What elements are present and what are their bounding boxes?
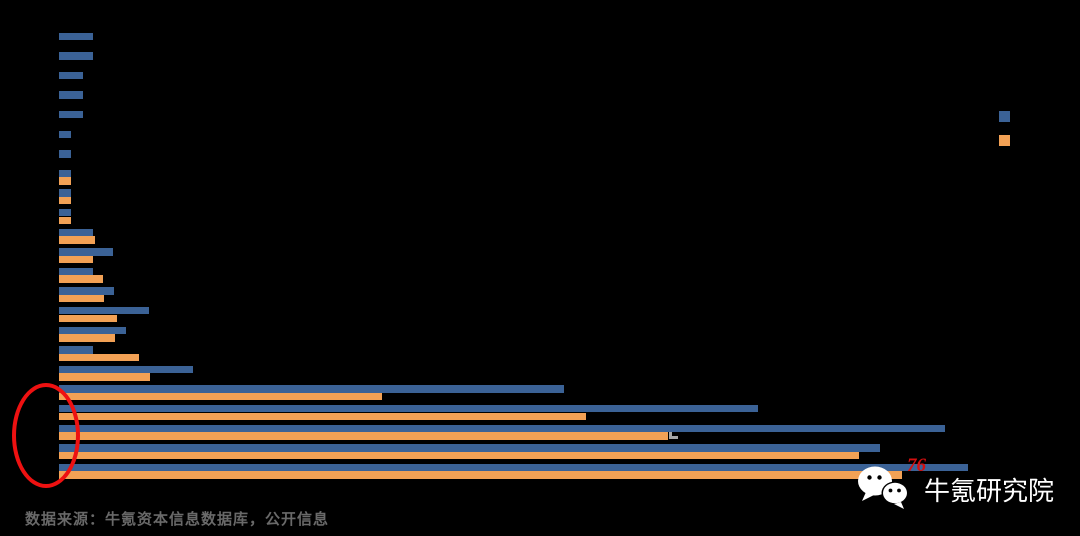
- bar-blue-row-18: [59, 365, 193, 374]
- bar-orange-row-14: [59, 294, 104, 303]
- bar-blue-row-3: [59, 71, 83, 80]
- bar-blue-row-6: [59, 130, 71, 139]
- data-source-note: 数据来源：牛氪资本信息数据库，公开信息: [25, 511, 330, 528]
- bar-blue-row-9: [59, 189, 71, 197]
- bar-blue-row-11: [59, 228, 93, 237]
- label-fragment: [669, 432, 672, 439]
- bar-blue-row-7: [59, 150, 71, 158]
- bar-blue-row-2: [59, 52, 93, 60]
- bar-orange-row-11: [59, 236, 95, 244]
- bar-orange-row-10: [59, 216, 71, 225]
- bar-blue-row-8: [59, 169, 71, 178]
- bar-blue-row-4: [59, 91, 83, 99]
- bar-blue-row-10: [59, 208, 71, 217]
- bar-orange-row-12: [59, 255, 93, 264]
- bar-orange-row-15: [59, 314, 117, 323]
- bar-orange-row-23: [59, 471, 902, 479]
- bar-orange-row-18: [59, 373, 150, 381]
- bar-blue-row-23: [59, 463, 968, 472]
- bar-orange-row-16: [59, 334, 115, 342]
- bar-orange-row-13: [59, 275, 103, 283]
- watermark-badge: 76: [907, 455, 926, 476]
- bar-blue-row-17: [59, 346, 93, 354]
- bar-blue-row-12: [59, 248, 113, 256]
- bar-chart-plot-area: [59, 0, 1019, 500]
- watermark: 76 牛氪研究院: [852, 455, 1062, 510]
- bar-orange-row-19: [59, 392, 382, 401]
- bar-blue-row-13: [59, 267, 93, 276]
- bar-orange-row-21: [59, 432, 668, 440]
- bar-orange-row-20: [59, 412, 586, 421]
- legend-swatch-blue: [999, 111, 1010, 122]
- bar-orange-row-17: [59, 353, 139, 362]
- bar-blue-row-1: [59, 32, 93, 41]
- bar-blue-row-20: [59, 404, 758, 413]
- bar-blue-row-19: [59, 385, 564, 393]
- bar-blue-row-15: [59, 306, 149, 315]
- label-fragment: [669, 436, 678, 439]
- wechat-icon: [858, 466, 909, 509]
- red-ellipse-annotation: [12, 383, 80, 488]
- bar-blue-row-14: [59, 287, 114, 295]
- bar-orange-row-22: [59, 451, 859, 460]
- bar-orange-row-9: [59, 196, 71, 205]
- watermark-title: 牛氪研究院: [924, 476, 1055, 506]
- bar-blue-row-5: [59, 110, 83, 119]
- legend-swatch-orange: [999, 135, 1010, 146]
- bar-blue-row-22: [59, 444, 880, 452]
- bar-blue-row-16: [59, 326, 126, 335]
- bar-orange-row-8: [59, 177, 71, 185]
- bar-blue-row-21: [59, 424, 945, 433]
